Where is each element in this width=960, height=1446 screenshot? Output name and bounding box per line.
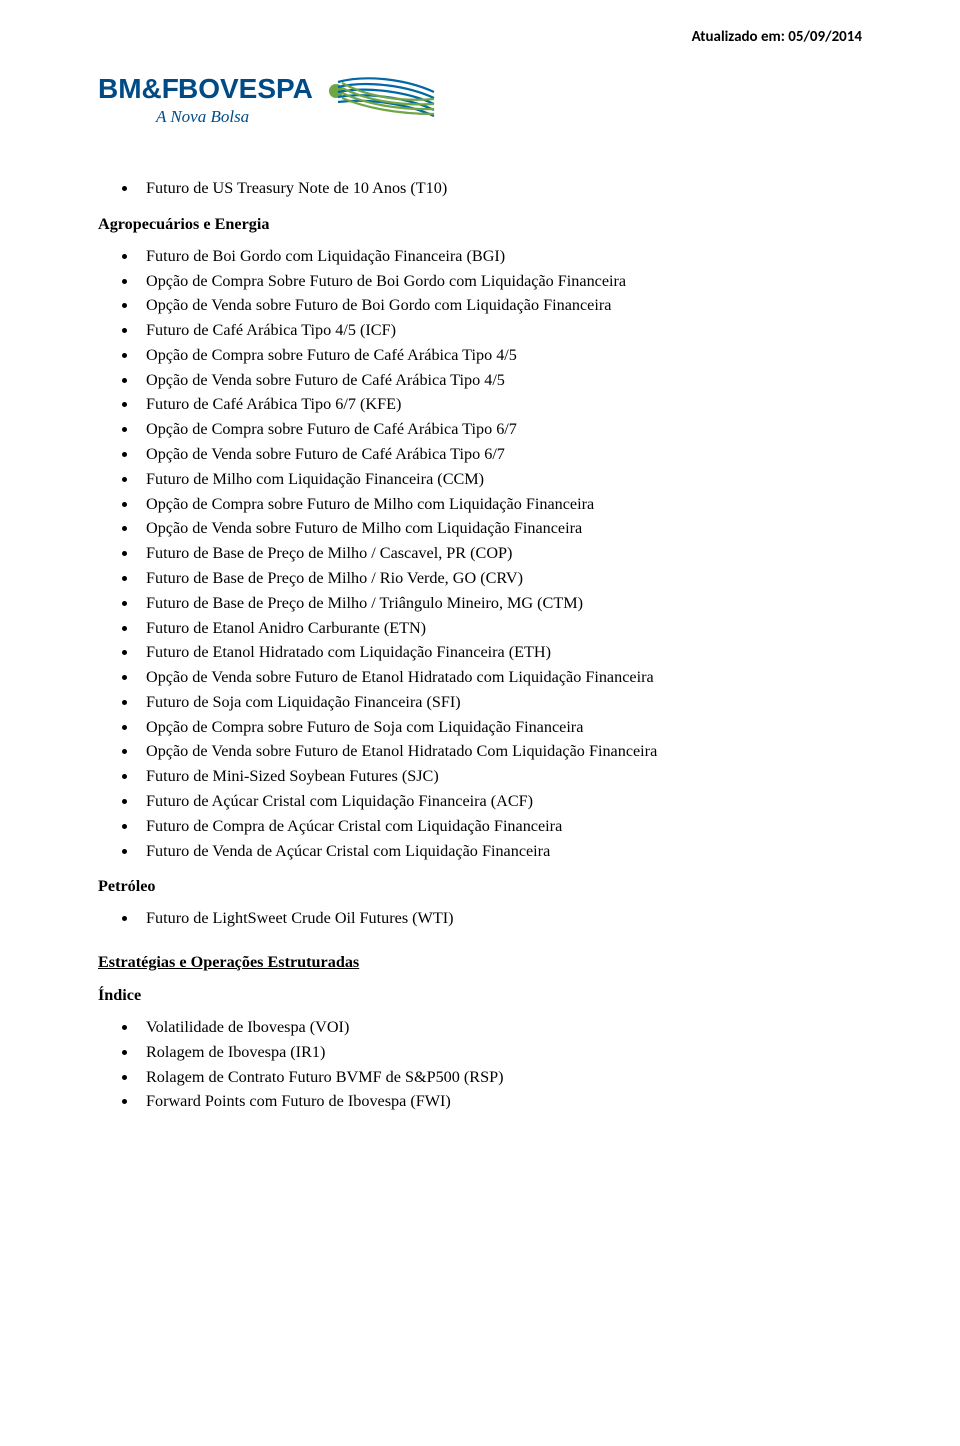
document-page: Atualizado em: 05/09/2014 BM&F BOVESPA A… (0, 0, 960, 1446)
list-item: Futuro de Etanol Hidratado com Liquidaçã… (98, 640, 862, 665)
list-item: Futuro de Café Arábica Tipo 4/5 (ICF) (98, 318, 862, 343)
date-prefix: Atualizado em: (692, 28, 789, 46)
list-item: Futuro de US Treasury Note de 10 Anos (T… (98, 176, 862, 201)
list-item: Opção de Compra Sobre Futuro de Boi Gord… (98, 269, 862, 294)
logo-svg: BM&F BOVESPA A Nova Bolsa (98, 64, 438, 144)
list-item: Futuro de Café Arábica Tipo 6/7 (KFE) (98, 392, 862, 417)
list-item: Rolagem de Contrato Futuro BVMF de S&P50… (98, 1065, 862, 1090)
list-item: Futuro de Milho com Liquidação Financeir… (98, 467, 862, 492)
list-item: Rolagem de Ibovespa (IR1) (98, 1040, 862, 1065)
agro-list: Futuro de Boi Gordo com Liquidação Finan… (98, 244, 862, 864)
list-item: Opção de Venda sobre Futuro de Boi Gordo… (98, 293, 862, 318)
list-item: Opção de Venda sobre Futuro de Café Aráb… (98, 442, 862, 467)
heading-indice: Índice (98, 986, 862, 1005)
list-item: Opção de Venda sobre Futuro de Etanol Hi… (98, 665, 862, 690)
list-item: Futuro de Base de Preço de Milho / Casca… (98, 541, 862, 566)
list-item: Futuro de Etanol Anidro Carburante (ETN) (98, 616, 862, 641)
top-list: Futuro de US Treasury Note de 10 Anos (T… (98, 176, 862, 201)
list-item: Opção de Venda sobre Futuro de Milho com… (98, 516, 862, 541)
list-item: Opção de Venda sobre Futuro de Etanol Hi… (98, 739, 862, 764)
list-item: Forward Points com Futuro de Ibovespa (F… (98, 1089, 862, 1114)
list-item: Futuro de LightSweet Crude Oil Futures (… (98, 906, 862, 931)
svg-text:A Nova Bolsa: A Nova Bolsa (155, 107, 249, 126)
list-item: Opção de Compra sobre Futuro de Milho co… (98, 492, 862, 517)
date-value: 05/09/2014 (788, 28, 862, 46)
list-item: Opção de Compra sobre Futuro de Café Ará… (98, 417, 862, 442)
list-item: Opção de Venda sobre Futuro de Café Aráb… (98, 368, 862, 393)
svg-text:BM&F: BM&F (98, 73, 179, 104)
list-item: Futuro de Base de Preço de Milho / Rio V… (98, 566, 862, 591)
svg-text:BOVESPA: BOVESPA (178, 73, 313, 104)
list-item: Futuro de Soja com Liquidação Financeira… (98, 690, 862, 715)
petroleo-list: Futuro de LightSweet Crude Oil Futures (… (98, 906, 862, 931)
list-item: Opção de Compra sobre Futuro de Soja com… (98, 715, 862, 740)
heading-estrategias: Estratégias e Operações Estruturadas (98, 953, 862, 972)
list-item: Volatilidade de Ibovespa (VOI) (98, 1015, 862, 1040)
heading-petroleo: Petróleo (98, 877, 862, 896)
bmf-bovespa-logo: BM&F BOVESPA A Nova Bolsa (98, 64, 862, 144)
list-item: Futuro de Compra de Açúcar Cristal com L… (98, 814, 862, 839)
header-date: Atualizado em: 05/09/2014 (98, 28, 862, 46)
list-item: Futuro de Boi Gordo com Liquidação Finan… (98, 244, 862, 269)
list-item: Futuro de Base de Preço de Milho / Triân… (98, 591, 862, 616)
list-item: Opção de Compra sobre Futuro de Café Ará… (98, 343, 862, 368)
list-item: Futuro de Açúcar Cristal com Liquidação … (98, 789, 862, 814)
list-item: Futuro de Venda de Açúcar Cristal com Li… (98, 839, 862, 864)
heading-agropecuarios: Agropecuários e Energia (98, 215, 862, 234)
list-item: Futuro de Mini-Sized Soybean Futures (SJ… (98, 764, 862, 789)
indice-list: Volatilidade de Ibovespa (VOI)Rolagem de… (98, 1015, 862, 1114)
